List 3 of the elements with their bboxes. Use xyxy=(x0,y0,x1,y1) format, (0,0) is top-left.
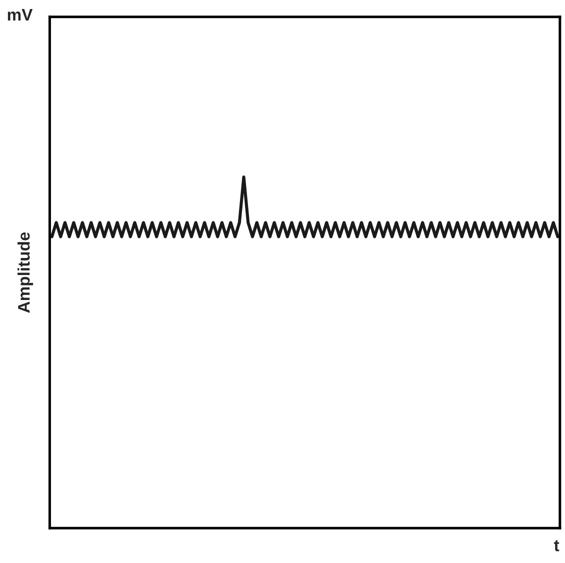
x-axis-title: t xyxy=(554,540,560,552)
text: mV xyxy=(8,9,33,21)
y-axis-title: Amplitude xyxy=(18,232,34,313)
